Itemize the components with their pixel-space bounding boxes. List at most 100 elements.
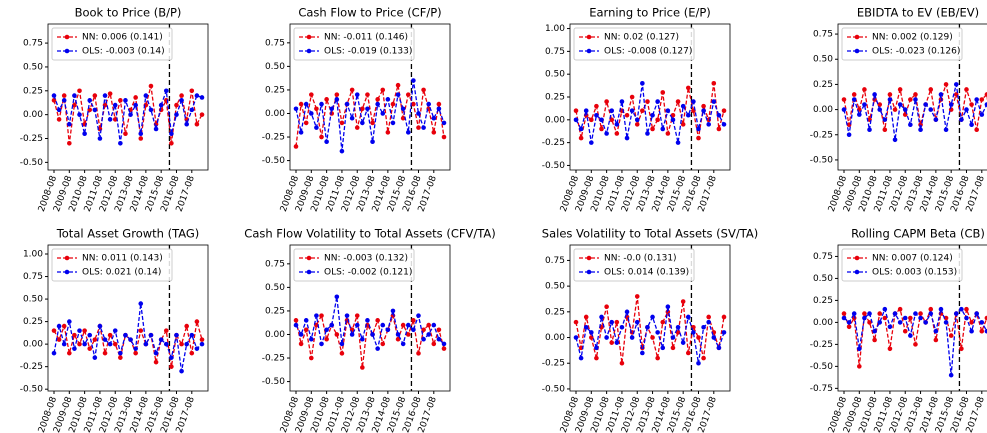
point (599, 117, 604, 123)
point (184, 341, 189, 347)
panel-title: Cash Flow to Price (CF/P) (298, 6, 441, 20)
point (913, 92, 918, 97)
point (411, 78, 416, 83)
point (938, 306, 944, 312)
y-tick-label: 0.25 (545, 307, 565, 317)
y-tick-label: 0.50 (545, 282, 565, 292)
legend-box (573, 248, 695, 282)
axes-frame (569, 244, 731, 392)
point (314, 125, 319, 130)
panel-title: EBIDTA to EV (EB/EV) (857, 6, 979, 20)
point (964, 315, 969, 321)
point (660, 319, 666, 325)
point (665, 131, 671, 136)
point (416, 125, 421, 130)
point (655, 117, 660, 123)
series-line (575, 83, 725, 139)
series-line (53, 90, 203, 144)
point (851, 92, 857, 97)
y-tick-label: -0.50 (20, 385, 44, 395)
point (629, 94, 635, 100)
point (118, 140, 123, 146)
point (411, 327, 416, 333)
point (619, 324, 625, 330)
point (655, 99, 660, 104)
point (969, 102, 974, 107)
point (902, 107, 908, 112)
point (61, 93, 67, 98)
point (416, 313, 421, 318)
point (867, 311, 872, 316)
series-line (843, 81, 987, 130)
point (897, 102, 903, 107)
legend-label: OLS: -0.023 (0.126) (872, 47, 960, 57)
point (670, 335, 676, 340)
y-tick-label: 0.50 (265, 283, 285, 293)
point (619, 360, 625, 366)
point (841, 107, 847, 112)
point (148, 332, 154, 338)
point (578, 135, 584, 141)
point (334, 97, 340, 102)
point (82, 328, 87, 333)
y-tick-label: 0.75 (265, 259, 285, 269)
legend-marker (854, 255, 860, 261)
point (97, 136, 103, 141)
point (716, 126, 722, 132)
point (390, 308, 396, 314)
point (56, 323, 62, 329)
point (56, 337, 62, 342)
point (158, 337, 164, 342)
panel: EBIDTA to EV (EB/EV) -0.50 -0.25 0.00 0.25 0.… (810, 6, 987, 213)
point (685, 112, 691, 118)
y-tick-label: -0.50 (542, 384, 566, 394)
point (624, 112, 630, 118)
point (701, 108, 706, 113)
point (964, 107, 969, 112)
point (194, 346, 200, 351)
point (118, 98, 123, 103)
point (953, 82, 959, 87)
point (61, 323, 67, 329)
point (665, 108, 671, 113)
point (872, 328, 877, 334)
y-tick-label: -0.50 (20, 158, 44, 168)
point (375, 101, 380, 107)
point (72, 346, 77, 351)
y-tick-label: -0.25 (262, 133, 285, 143)
point (882, 117, 888, 122)
legend-marker (64, 255, 70, 261)
point (349, 115, 355, 121)
y-tick-label: 1.00 (545, 24, 565, 34)
point (184, 323, 189, 329)
y-tick-label: -0.25 (20, 362, 43, 372)
point (441, 134, 447, 140)
point (696, 135, 701, 141)
point (918, 315, 923, 321)
point (614, 131, 620, 136)
point (862, 311, 867, 316)
point (189, 332, 195, 338)
point (303, 120, 309, 126)
point (153, 350, 159, 356)
legend-label: NN: 0.02 (0.127) (604, 33, 679, 43)
point (298, 130, 304, 135)
point (365, 92, 370, 97)
point (979, 112, 985, 117)
series-line (295, 313, 445, 368)
point (959, 346, 964, 352)
y-tick-label: 0.75 (813, 30, 833, 40)
series-line (295, 80, 445, 152)
point (943, 127, 949, 133)
y-tick-label: 0.25 (265, 85, 285, 95)
point (696, 126, 701, 132)
legend-label: NN: 0.007 (0.124) (872, 254, 953, 264)
point (670, 345, 676, 351)
point (138, 131, 144, 137)
point (436, 101, 442, 107)
point (721, 108, 727, 113)
point (189, 107, 195, 113)
series-line (53, 303, 203, 372)
point (716, 345, 722, 351)
